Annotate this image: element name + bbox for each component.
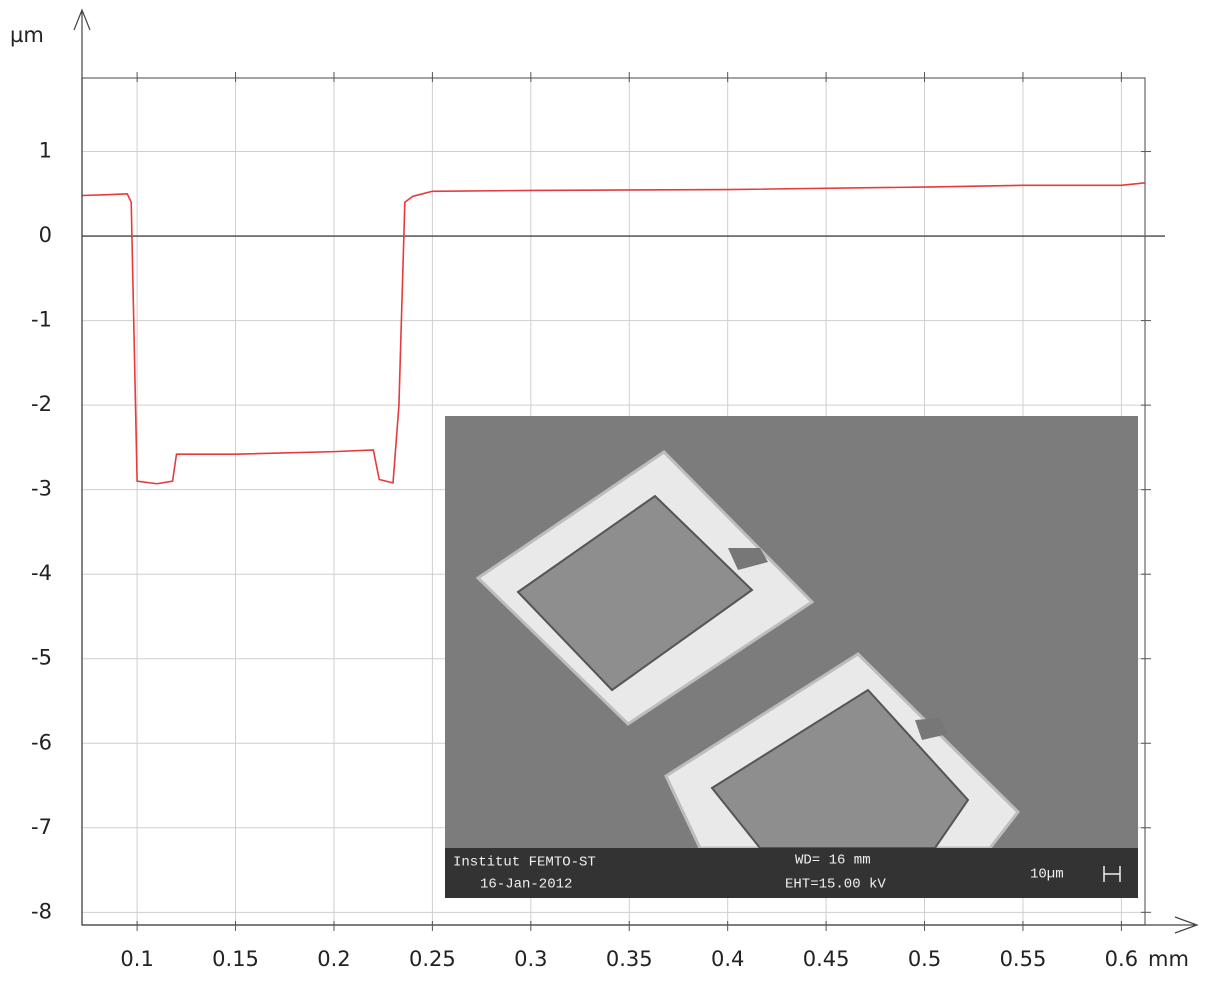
x-tick-label: 0.25 bbox=[409, 947, 456, 971]
y-tick-label: -8 bbox=[31, 899, 52, 923]
x-tick-label: 0.15 bbox=[212, 947, 259, 971]
inset-label: EHT=15.00 kV bbox=[785, 877, 886, 893]
inset-label: WD= 16 mm bbox=[795, 853, 871, 869]
pad-gap bbox=[915, 718, 948, 740]
pad-center bbox=[516, 494, 754, 692]
inset-label: Institut FEMTO-ST bbox=[453, 855, 596, 871]
x-tick-label: 0.35 bbox=[606, 947, 653, 971]
y-tick-label: 1 bbox=[39, 139, 52, 163]
inset-info-bar bbox=[445, 848, 1138, 898]
pad-center bbox=[710, 688, 970, 849]
inset-label: 10µm bbox=[1030, 867, 1064, 883]
sem-inset: Institut FEMTO-ST 16-Jan-2012 WD= 16 mm … bbox=[445, 416, 1138, 898]
x-tick-label: 0.5 bbox=[908, 947, 941, 971]
scale-bar bbox=[1103, 866, 1121, 882]
inset-label: 16-Jan-2012 bbox=[480, 877, 572, 893]
profile-line bbox=[81, 182, 1146, 485]
y-tick-label: -4 bbox=[31, 561, 52, 585]
y-tick-label: 0 bbox=[39, 223, 52, 247]
x-tick-label: 0.1 bbox=[120, 947, 153, 971]
y-tick-label: -6 bbox=[31, 730, 52, 754]
x-tick-label: 0.6 bbox=[1105, 947, 1138, 971]
y-tick-label: -2 bbox=[31, 392, 52, 416]
x-axis-label: mm bbox=[1148, 947, 1189, 971]
y-axis-arrow bbox=[73, 8, 91, 925]
y-tick-label: -3 bbox=[31, 477, 52, 501]
x-tick-label: 0.55 bbox=[1000, 947, 1047, 971]
x-tick-label: 0.2 bbox=[317, 947, 350, 971]
x-axis-arrow bbox=[82, 916, 1199, 934]
pad-gap bbox=[728, 548, 768, 570]
y-axis-label: µm bbox=[10, 23, 44, 47]
x-tick-label: 0.4 bbox=[711, 947, 744, 971]
y-tick-label: -7 bbox=[31, 815, 52, 839]
axes-frame bbox=[73, 8, 1199, 934]
y-tick-label: -5 bbox=[31, 646, 52, 670]
x-tick-label: 0.3 bbox=[514, 947, 547, 971]
y-tick-label: -1 bbox=[31, 308, 52, 332]
x-tick-label: 0.45 bbox=[803, 947, 850, 971]
